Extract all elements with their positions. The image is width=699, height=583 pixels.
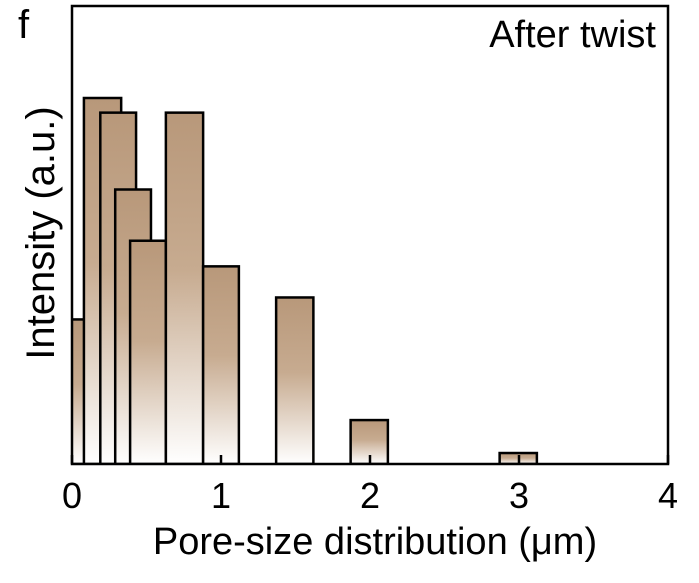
- bars-group: [72, 96, 539, 464]
- chart-annotation: After twist: [489, 14, 656, 56]
- histogram-bar-6: [164, 111, 205, 464]
- x-tick-label: 1: [211, 475, 231, 516]
- x-tick-label: 2: [360, 475, 380, 516]
- x-tick-label: 3: [509, 475, 529, 516]
- y-axis-label: Intensity (a.u.): [19, 106, 63, 359]
- x-tick-label: 0: [62, 475, 82, 516]
- histogram-bar-5: [128, 239, 168, 464]
- histogram-bar-8: [274, 296, 315, 464]
- x-axis-label: Pore-size distribution (μm): [153, 521, 597, 563]
- panel-label: f: [18, 3, 30, 47]
- x-axis-ticks: 0 1 2 3 4: [62, 455, 678, 516]
- histogram-bar-7: [201, 265, 241, 464]
- x-tick-label: 4: [658, 475, 678, 516]
